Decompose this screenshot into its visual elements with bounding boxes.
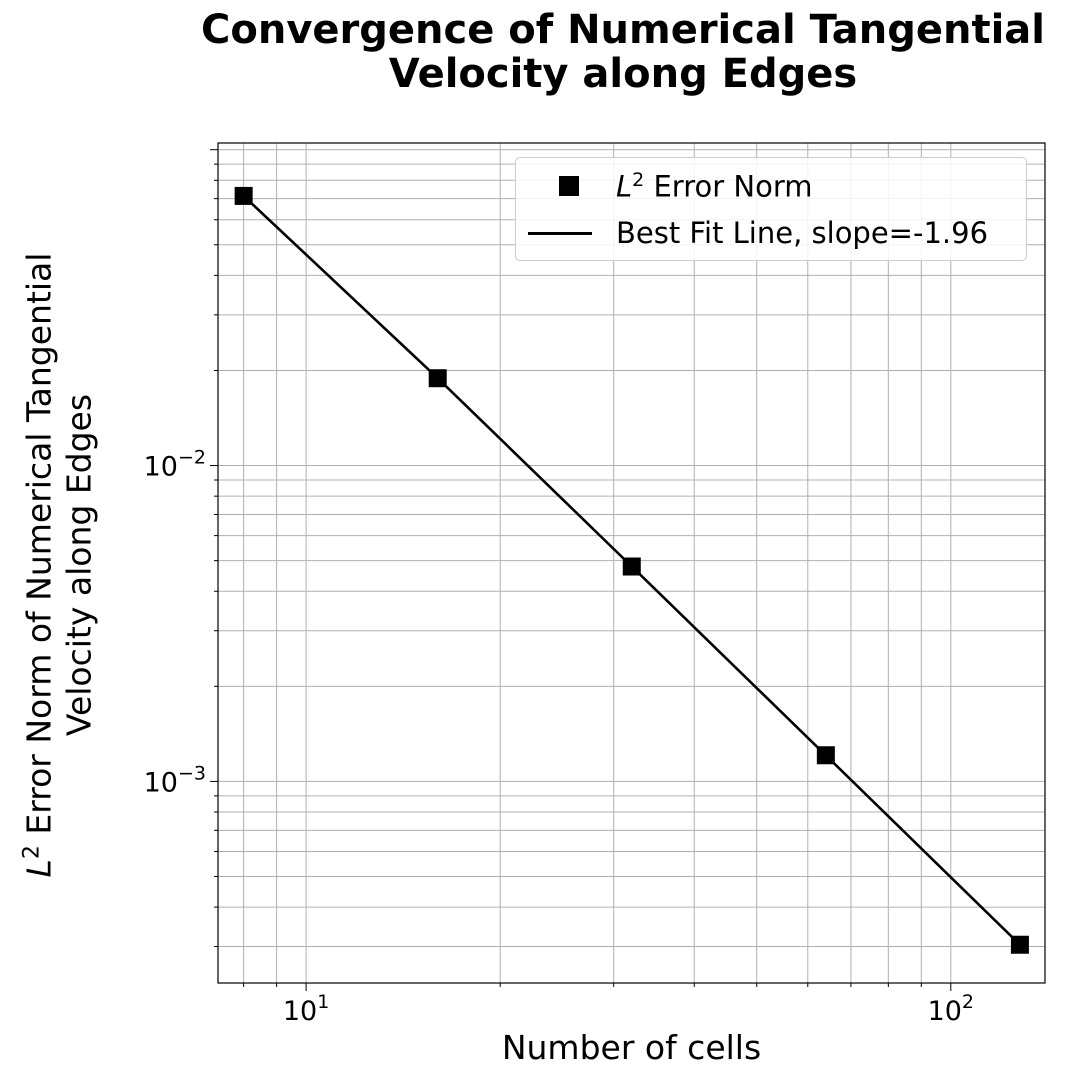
- data-point-marker: [1010, 935, 1029, 954]
- x-tick-label-exp: 1: [317, 991, 329, 1013]
- legend-swatch-line: [526, 210, 616, 256]
- y-tick-label-exp: −3: [178, 762, 206, 784]
- plot-frame: [217, 142, 1046, 984]
- data-point-marker: [622, 557, 641, 576]
- y-tick-label: 10−3: [144, 762, 206, 798]
- y-axis-label-line2: Velocity along Edges: [59, 393, 99, 737]
- series-marker-group: [234, 186, 1029, 954]
- legend-label-prefix: L: [616, 169, 633, 204]
- legend-entry-error-norm: L2 Error Norm: [516, 163, 1026, 209]
- x-tick-label-base: 10: [928, 996, 962, 1027]
- legend-entry-best-fit: Best Fit Line, slope=-1.96: [516, 210, 1026, 256]
- y-axis-label-line1: L2 Error Norm of Numerical Tangential: [13, 185, 60, 945]
- chart-title-line1: Convergence of Numerical Tangential: [201, 7, 1045, 53]
- legend-square-marker: [559, 176, 579, 196]
- legend-label-best-fit: Best Fit Line, slope=-1.96: [616, 216, 989, 250]
- legend-label-error-norm: L2 Error Norm: [616, 169, 813, 204]
- y-axis-label: L2 Error Norm of Numerical Tangential Ve…: [13, 185, 100, 945]
- data-point-marker: [816, 746, 835, 765]
- x-tick-label-base: 10: [283, 996, 317, 1027]
- legend-line-marker: [528, 232, 592, 235]
- data-point-marker: [234, 186, 253, 205]
- y-tick-label-base: 10: [144, 452, 178, 483]
- chart-title-line2: Velocity along Edges: [388, 51, 858, 97]
- x-tick-label: 102: [928, 991, 974, 1027]
- grid-major: [218, 143, 1045, 983]
- y-axis-label-text1: Error Norm of Numerical Tangential: [19, 252, 59, 835]
- legend: L2 Error Norm Best Fit Line, slope=-1.96: [515, 157, 1027, 261]
- axis-ticks: [210, 149, 952, 991]
- y-tick-label-exp: −2: [178, 447, 206, 469]
- y-axis-label-sup: 2: [19, 845, 45, 860]
- legend-label-suffix: Error Norm: [644, 169, 813, 204]
- x-tick-label-exp: 2: [962, 991, 974, 1013]
- y-axis-label-prefix: L: [19, 859, 59, 878]
- legend-label-sup: 2: [632, 168, 645, 191]
- data-point-marker: [428, 369, 447, 388]
- legend-swatch-square: [526, 163, 616, 209]
- y-tick-label: 10−2: [144, 447, 206, 483]
- x-tick-label: 101: [283, 991, 329, 1027]
- x-axis-label: Number of cells: [501, 1028, 762, 1067]
- y-tick-label-base: 10: [144, 767, 178, 798]
